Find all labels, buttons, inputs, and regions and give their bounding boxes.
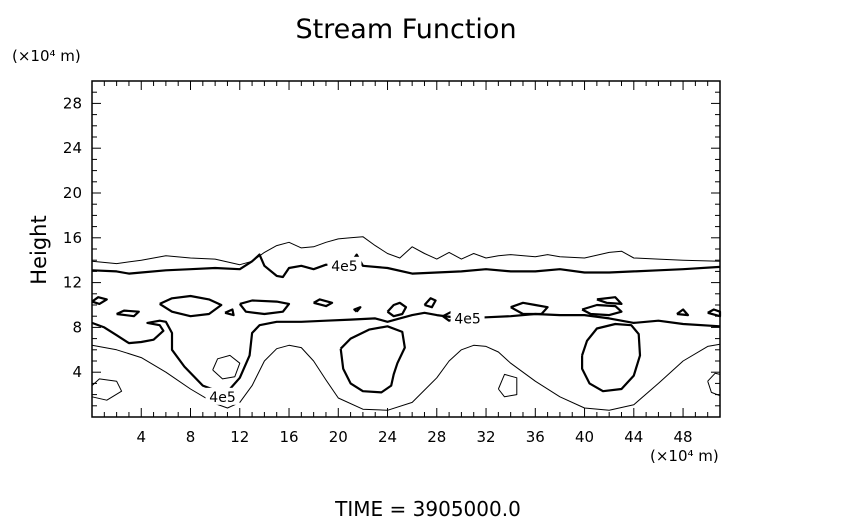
contour-line-thick — [116, 309, 140, 318]
y-axis-unit: (×10⁴ m) — [12, 47, 81, 65]
contour-line-thick — [581, 303, 623, 317]
contour-line-thick — [339, 325, 406, 394]
contour-line-thin — [91, 236, 721, 266]
contour-line-thick — [510, 301, 549, 316]
contour-labels: 4e5 4e5 4e5 — [205, 256, 485, 406]
y-tick-label: 28 — [63, 94, 82, 112]
chart-title: Stream Function — [295, 14, 516, 45]
contour-line-thin — [212, 354, 241, 380]
contour-line-thin — [497, 373, 518, 398]
x-tick-label: 40 — [575, 428, 594, 446]
time-footer: TIME = 3905000.0 — [334, 497, 521, 519]
plot-frame — [91, 80, 721, 418]
x-tick-label: 32 — [476, 428, 495, 446]
contour-label: 4e5 — [454, 311, 480, 327]
contour-label: 4e5 — [209, 390, 235, 406]
y-tick-label: 16 — [63, 229, 82, 247]
x-tick-label: 4 — [136, 428, 146, 446]
y-tick-label: 24 — [63, 139, 82, 157]
contour-line-thick — [159, 294, 223, 318]
x-tick-label: 20 — [329, 428, 348, 446]
x-tick-label: 16 — [279, 428, 298, 446]
contour-line-thick — [313, 298, 334, 308]
contour-line-thin — [91, 378, 123, 401]
x-tick-label: 12 — [230, 428, 249, 446]
x-tick-label: 24 — [378, 428, 397, 446]
x-tick-label: 44 — [624, 428, 643, 446]
contour-line-thick — [238, 299, 291, 316]
contour-line-thin — [707, 372, 721, 397]
contour-label-backdrop — [450, 309, 485, 327]
y-tick-label: 20 — [63, 184, 82, 202]
x-axis-unit: (×10⁴ m) — [650, 447, 719, 465]
y-tick-label: 4 — [72, 363, 82, 381]
contour-lines — [91, 236, 722, 411]
contour-line-thick — [423, 297, 437, 309]
contour-line-thick — [676, 308, 690, 317]
contour-line-thick — [353, 306, 362, 313]
y-axis-label: Height — [27, 215, 51, 284]
x-tick-label: 48 — [674, 428, 693, 446]
x-tick-label: 8 — [186, 428, 196, 446]
y-tick-label: 8 — [72, 318, 82, 336]
contour-line-thick — [91, 296, 108, 305]
contour-line-thick — [224, 308, 235, 317]
x-tick-label: 36 — [526, 428, 545, 446]
contour-label-backdrop — [327, 256, 362, 274]
contour-label-backdrop — [205, 387, 240, 405]
x-tick-label: 28 — [427, 428, 446, 446]
contour-line-thick — [596, 296, 623, 305]
contour-label: 4e5 — [331, 259, 357, 275]
contour-line-thick — [386, 301, 408, 318]
contour-line-thick — [707, 308, 722, 318]
contour-line-thick — [581, 322, 642, 393]
y-tick-label: 12 — [63, 274, 82, 292]
contour-line-thin — [91, 343, 721, 411]
